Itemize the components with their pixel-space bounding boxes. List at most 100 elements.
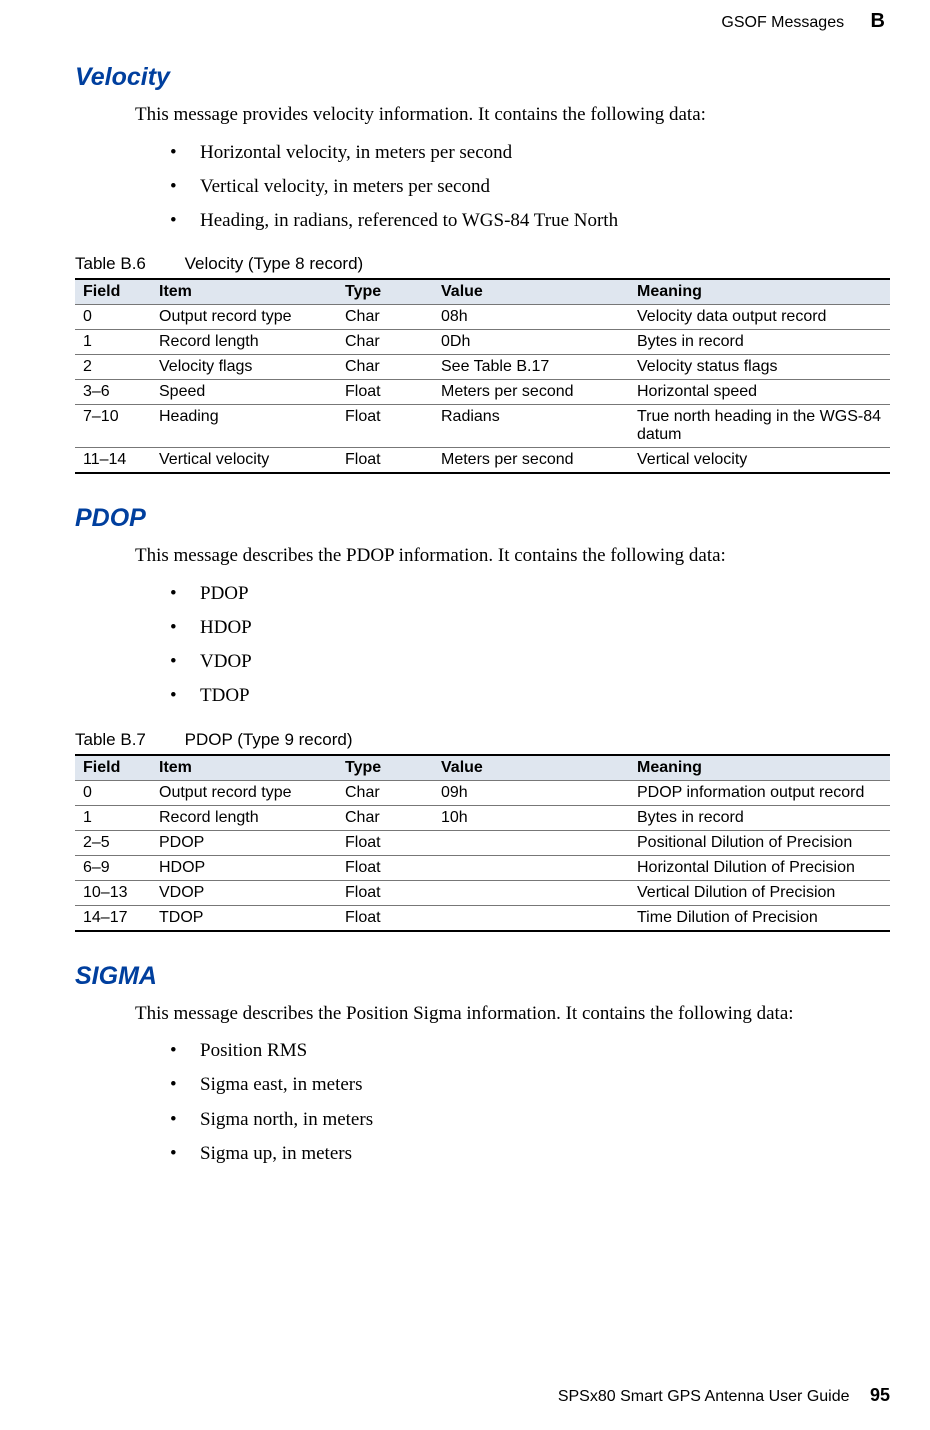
cell-item: PDOP (151, 830, 337, 855)
cell-type: Char (337, 305, 433, 330)
col-type: Type (337, 755, 433, 781)
pdop-table: Field Item Type Value Meaning 0Output re… (75, 754, 890, 932)
cell-meaning: Bytes in record (629, 805, 890, 830)
cell-meaning: Horizontal Dilution of Precision (629, 855, 890, 880)
velocity-tbody: 0Output record typeChar08hVelocity data … (75, 305, 890, 474)
table-row: 10–13VDOPFloat Vertical Dilution of Preci… (75, 880, 890, 905)
cell-field: 2–5 (75, 830, 151, 855)
list-item: Heading, in radians, referenced to WGS-8… (170, 204, 890, 238)
list-item: Vertical velocity, in meters per second (170, 170, 890, 204)
list-item: HDOP (170, 611, 890, 645)
table-number: Table B.7 (75, 730, 146, 750)
cell-item: Record length (151, 330, 337, 355)
cell-item: Output record type (151, 780, 337, 805)
cell-field: 1 (75, 805, 151, 830)
table-row: 11–14Vertical velocityFloatMeters per se… (75, 448, 890, 474)
cell-value: Meters per second (433, 448, 629, 474)
cell-item: TDOP (151, 905, 337, 931)
table-title: Velocity (Type 8 record) (185, 254, 364, 273)
cell-value (433, 880, 629, 905)
cell-type: Float (337, 448, 433, 474)
cell-meaning: Bytes in record (629, 330, 890, 355)
cell-value: 09h (433, 780, 629, 805)
table-row: 2Velocity flagsCharSee Table B.17Velocit… (75, 355, 890, 380)
col-item: Item (151, 279, 337, 305)
cell-meaning: Vertical Dilution of Precision (629, 880, 890, 905)
col-meaning: Meaning (629, 279, 890, 305)
cell-field: 6–9 (75, 855, 151, 880)
velocity-intro: This message provides velocity informati… (135, 102, 890, 128)
sigma-heading: SIGMA (75, 962, 890, 991)
header-section-letter: B (871, 10, 885, 32)
col-field: Field (75, 279, 151, 305)
cell-item: HDOP (151, 855, 337, 880)
list-item: Horizontal velocity, in meters per secon… (170, 136, 890, 170)
list-item: VDOP (170, 645, 890, 679)
list-item: Sigma east, in meters (170, 1068, 890, 1102)
cell-meaning: PDOP information output record (629, 780, 890, 805)
page-footer: SPSx80 Smart GPS Antenna User Guide 95 (558, 1385, 890, 1406)
cell-item: VDOP (151, 880, 337, 905)
list-item: TDOP (170, 679, 890, 713)
list-item: Sigma up, in meters (170, 1137, 890, 1171)
header-section-label: GSOF Messages (721, 14, 844, 32)
cell-field: 0 (75, 305, 151, 330)
col-meaning: Meaning (629, 755, 890, 781)
table-row: 1Record lengthChar10hBytes in record (75, 805, 890, 830)
pdop-tbody: 0Output record typeChar09hPDOP informati… (75, 780, 890, 931)
cell-meaning: Velocity status flags (629, 355, 890, 380)
cell-field: 3–6 (75, 380, 151, 405)
cell-item: Vertical velocity (151, 448, 337, 474)
cell-value: Radians (433, 405, 629, 448)
cell-field: 10–13 (75, 880, 151, 905)
cell-type: Char (337, 780, 433, 805)
cell-value (433, 905, 629, 931)
table-row: 0Output record typeChar09hPDOP informati… (75, 780, 890, 805)
cell-type: Float (337, 905, 433, 931)
cell-item: Velocity flags (151, 355, 337, 380)
cell-meaning: True north heading in the WGS-84 datum (629, 405, 890, 448)
velocity-table: Field Item Type Value Meaning 0Output re… (75, 278, 890, 474)
list-item: PDOP (170, 577, 890, 611)
cell-meaning: Velocity data output record (629, 305, 890, 330)
cell-type: Char (337, 355, 433, 380)
cell-meaning: Horizontal speed (629, 380, 890, 405)
cell-type: Float (337, 855, 433, 880)
col-value: Value (433, 279, 629, 305)
table-header-row: Field Item Type Value Meaning (75, 755, 890, 781)
table-number: Table B.6 (75, 254, 146, 274)
cell-item: Speed (151, 380, 337, 405)
table-title: PDOP (Type 9 record) (185, 730, 353, 749)
cell-value (433, 830, 629, 855)
cell-value: 0Dh (433, 330, 629, 355)
cell-field: 11–14 (75, 448, 151, 474)
table-row: 1Record lengthChar0DhBytes in record (75, 330, 890, 355)
sigma-bullets: Position RMS Sigma east, in meters Sigma… (170, 1034, 890, 1171)
cell-type: Float (337, 380, 433, 405)
velocity-table-caption: Table B.6 Velocity (Type 8 record) (75, 254, 890, 274)
sigma-intro: This message describes the Position Sigm… (135, 1001, 890, 1027)
cell-value: See Table B.17 (433, 355, 629, 380)
table-row: 6–9HDOPFloat Horizontal Dilution of Preci… (75, 855, 890, 880)
table-row: 3–6SpeedFloatMeters per secondHorizontal… (75, 380, 890, 405)
page-header: GSOF Messages B (75, 10, 890, 33)
table-row: 2–5PDOPFloatPositional Dilution of Preci… (75, 830, 890, 855)
table-row: 7–10HeadingFloatRadiansTrue north headin… (75, 405, 890, 448)
cell-item: Record length (151, 805, 337, 830)
cell-field: 7–10 (75, 405, 151, 448)
list-item: Sigma north, in meters (170, 1103, 890, 1137)
cell-value: 10h (433, 805, 629, 830)
cell-type: Float (337, 405, 433, 448)
cell-field: 2 (75, 355, 151, 380)
cell-value (433, 855, 629, 880)
cell-value: 08h (433, 305, 629, 330)
cell-type: Char (337, 805, 433, 830)
col-item: Item (151, 755, 337, 781)
cell-type: Float (337, 880, 433, 905)
cell-meaning: Time Dilution of Precision (629, 905, 890, 931)
cell-field: 14–17 (75, 905, 151, 931)
cell-value: Meters per second (433, 380, 629, 405)
cell-item: Output record type (151, 305, 337, 330)
cell-type: Float (337, 830, 433, 855)
col-value: Value (433, 755, 629, 781)
